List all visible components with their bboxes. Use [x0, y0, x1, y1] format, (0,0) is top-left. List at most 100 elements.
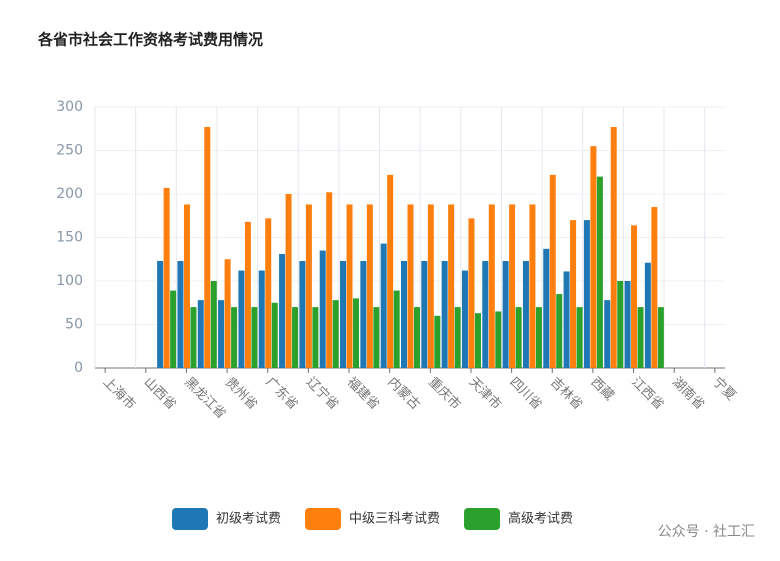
bar — [292, 307, 299, 368]
bar — [299, 260, 306, 368]
bar — [529, 204, 536, 368]
bar — [474, 313, 481, 368]
legend-swatch — [305, 508, 342, 530]
bar — [319, 250, 326, 368]
bar — [305, 204, 312, 368]
x-tick-label: 上海市 — [100, 374, 139, 413]
x-tick-label: 江西省 — [628, 375, 666, 413]
bar — [549, 174, 556, 368]
bar — [454, 307, 461, 368]
bar — [657, 307, 664, 368]
bar — [340, 260, 347, 368]
bar — [258, 270, 265, 368]
bar — [251, 307, 258, 368]
bar — [183, 204, 190, 368]
bar — [421, 260, 428, 368]
bar — [448, 204, 455, 368]
x-tick-label: 黑龙江省 — [181, 375, 228, 422]
bar — [434, 315, 441, 368]
bar — [461, 270, 468, 368]
bar — [535, 307, 542, 368]
bar — [407, 204, 414, 368]
bar — [387, 174, 394, 368]
watermark: 公众号 · 社工汇 — [658, 524, 755, 540]
x-tick-label: 贵州省 — [222, 375, 260, 413]
bar — [326, 192, 333, 368]
bar — [617, 281, 624, 368]
bar — [393, 290, 400, 368]
bar — [468, 218, 475, 368]
bar — [265, 218, 272, 368]
legend-swatch — [464, 508, 501, 530]
bar — [441, 260, 448, 368]
bar — [285, 194, 292, 368]
bar — [522, 260, 529, 368]
bar — [604, 300, 611, 368]
bar — [224, 259, 231, 368]
x-tick-label: 内蒙古 — [384, 374, 423, 413]
x-tick-label: 广东省 — [262, 375, 300, 413]
bar — [373, 307, 380, 368]
bar — [515, 307, 522, 368]
y-tick-label: 250 — [56, 143, 83, 159]
bar — [366, 204, 373, 368]
bar — [576, 307, 583, 368]
bar — [631, 225, 638, 368]
bar — [360, 260, 367, 368]
bar — [563, 271, 570, 368]
bar — [312, 307, 319, 368]
bar — [610, 127, 617, 368]
bar — [271, 302, 278, 368]
bar — [244, 221, 251, 368]
bar — [543, 248, 550, 368]
x-tick-label: 福建省 — [344, 375, 382, 413]
bar — [637, 307, 644, 368]
bar — [157, 260, 164, 368]
x-tick-label: 西藏 — [588, 375, 617, 404]
x-tick-label: 辽宁省 — [303, 374, 342, 413]
bar — [204, 127, 211, 368]
y-tick-label: 200 — [56, 186, 83, 202]
bar — [177, 260, 184, 368]
legend-swatch — [172, 508, 208, 530]
bar — [163, 187, 170, 368]
x-tick-label: 重庆市 — [425, 374, 464, 413]
legend-label: 初级考试费 — [216, 512, 281, 527]
x-tick-label: 天津市 — [466, 374, 505, 413]
y-tick-label: 300 — [56, 99, 83, 115]
bar — [590, 146, 597, 368]
bar — [353, 298, 360, 368]
bar — [488, 204, 495, 368]
bar — [401, 260, 407, 368]
bar — [427, 204, 434, 368]
bar — [482, 260, 489, 368]
x-tick-label: 四川省 — [506, 375, 544, 413]
bar — [624, 281, 631, 368]
bar — [380, 243, 387, 368]
bar — [218, 300, 225, 368]
bar — [651, 207, 658, 368]
bar — [170, 290, 177, 368]
legend-label: 中级三科考试费 — [349, 512, 440, 527]
y-tick-label: 150 — [56, 230, 83, 246]
bar — [596, 176, 603, 368]
bar — [231, 307, 238, 368]
x-tick-label: 湖南省 — [669, 374, 708, 413]
bar — [346, 204, 353, 368]
bar — [197, 300, 204, 368]
chart-title: 各省市社会工作资格考试费用情况 — [37, 31, 263, 49]
x-tick-label: 吉林省 — [547, 375, 585, 413]
bar — [644, 262, 651, 368]
bar — [556, 294, 563, 368]
bar — [583, 220, 590, 368]
bar — [238, 270, 245, 368]
y-tick-label: 50 — [65, 317, 83, 333]
y-tick-label: 100 — [56, 273, 83, 289]
bar — [332, 300, 339, 368]
bar — [414, 307, 420, 368]
bar — [190, 307, 197, 368]
legend-label: 高级考试费 — [508, 511, 573, 527]
bar — [509, 204, 516, 368]
bar — [502, 260, 509, 368]
